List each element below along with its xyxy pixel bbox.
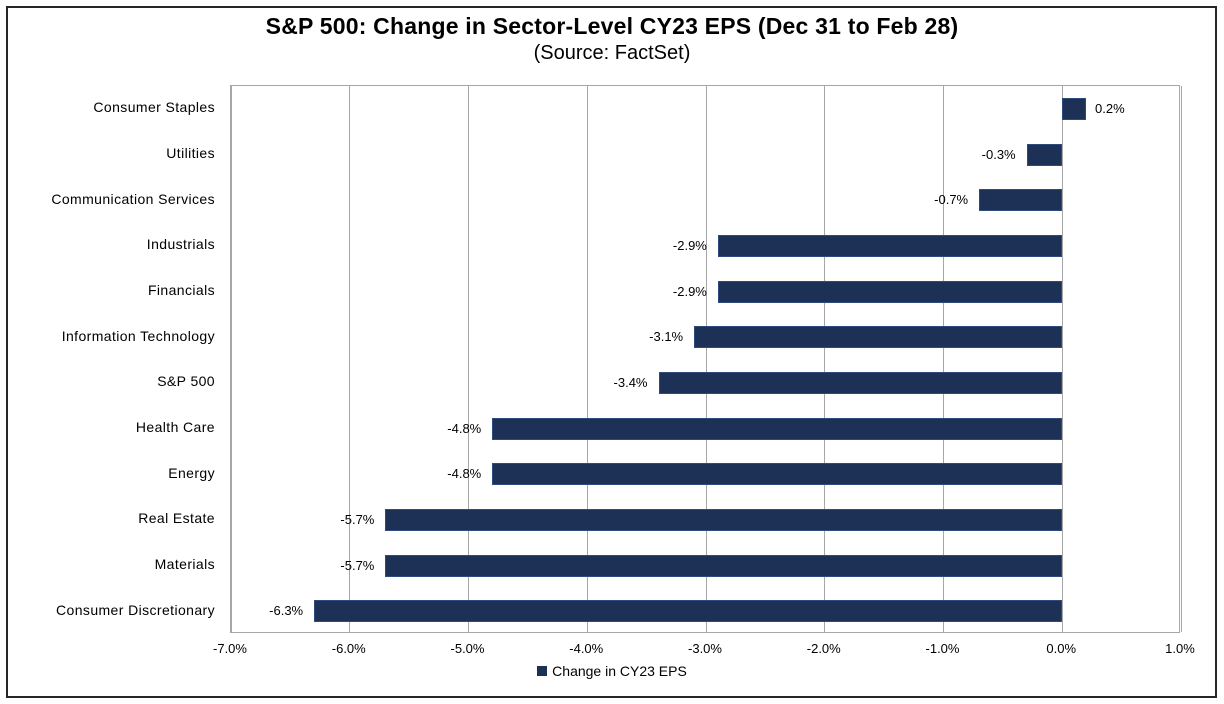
bar-s-p-500: [658, 371, 1063, 394]
gridline: [586, 86, 588, 632]
x-tick-label: 0.0%: [1046, 641, 1077, 656]
gridline: [230, 86, 232, 632]
gridline: [1180, 86, 1182, 632]
category-label: Consumer Discretionary: [56, 601, 215, 618]
x-tick-label: -3.0%: [688, 641, 722, 656]
chart-subtitle: (Source: FactSet): [533, 42, 691, 64]
bar-health-care: [492, 417, 1063, 440]
value-label: -4.8%: [447, 466, 482, 482]
category-label: S&P 500: [157, 373, 215, 390]
value-label: -3.4%: [613, 374, 648, 390]
value-label: -5.7%: [340, 511, 375, 527]
chart-title: S&P 500: Change in Sector-Level CY23 EPS…: [265, 13, 959, 39]
bar-energy: [492, 463, 1063, 486]
value-label: 0.2%: [1095, 100, 1125, 116]
x-tick-label: -1.0%: [925, 641, 960, 656]
category-label: Information Technology: [61, 327, 215, 344]
category-label: Health Care: [135, 419, 215, 435]
value-label: -2.9%: [672, 283, 707, 299]
value-label: -6.3%: [269, 603, 304, 619]
bar-consumer-discretionary: [314, 600, 1063, 623]
bar-industrials: [717, 234, 1063, 257]
bar-communication-services: [979, 189, 1063, 212]
category-label: Financials: [147, 282, 215, 298]
x-tick-label: -5.0%: [450, 641, 485, 656]
value-label: -0.7%: [934, 192, 969, 208]
legend-swatch-icon: [537, 666, 548, 676]
x-tick-label: -4.0%: [569, 641, 604, 656]
value-label: -2.9%: [672, 237, 707, 253]
gridline: [943, 86, 944, 632]
legend-label: Change in CY23 EPS: [552, 663, 687, 679]
value-label: -0.3%: [981, 146, 1016, 162]
bar-consumer-staples: [1062, 97, 1086, 120]
gridline: [824, 86, 826, 632]
plot-area: 0.2% -0.3% -0.7% -2.9% -2.9% -3.1% -3.4% -4.8% -…: [230, 85, 1182, 633]
category-label: Industrials: [146, 236, 215, 253]
category-label: Utilities: [166, 145, 215, 161]
category-label: Materials: [154, 556, 215, 572]
bar-financials: [717, 280, 1063, 303]
bar-information-technology: [694, 326, 1063, 349]
gridline: [705, 86, 707, 632]
gridline: [349, 86, 351, 632]
gridline: [1061, 86, 1063, 632]
x-tick-label: 1.0%: [1165, 641, 1195, 656]
legend: Change in CY23 EPS: [0, 663, 1224, 679]
value-label: -5.7%: [340, 557, 375, 573]
bar-materials: [385, 554, 1063, 577]
x-tick-label: -6.0%: [331, 641, 366, 656]
x-tick-label: -7.0%: [213, 641, 247, 656]
value-label: -3.1%: [649, 329, 684, 345]
value-label: -4.8%: [447, 420, 482, 436]
category-label: Communication Services: [51, 190, 215, 207]
category-label: Real Estate: [138, 510, 215, 527]
bar-utilities: [1026, 143, 1063, 166]
category-label: Energy: [168, 464, 215, 481]
x-tick-label: -2.0%: [806, 641, 841, 656]
category-label: Consumer Staples: [93, 99, 215, 116]
gridline: [468, 86, 469, 632]
bar-real-estate: [385, 508, 1063, 531]
